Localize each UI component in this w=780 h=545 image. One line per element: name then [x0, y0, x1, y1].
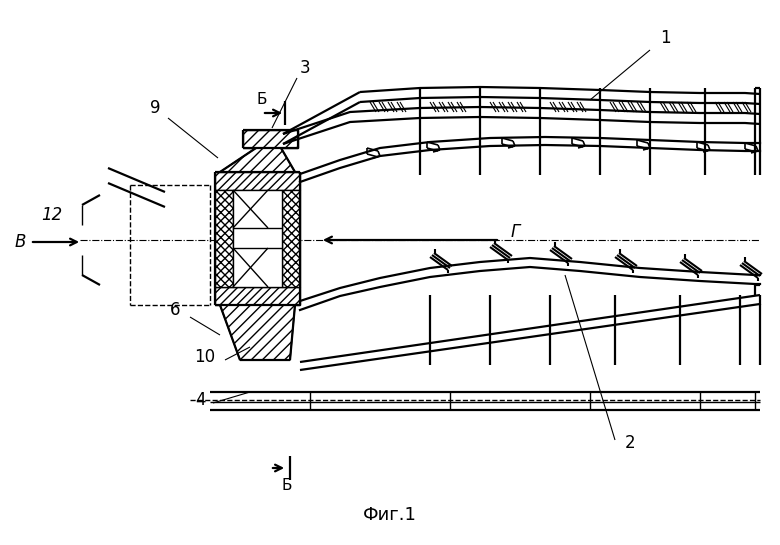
- Text: 12: 12: [41, 206, 62, 224]
- Text: 1: 1: [660, 29, 670, 47]
- Polygon shape: [215, 287, 300, 305]
- Polygon shape: [282, 190, 300, 287]
- Text: 9: 9: [150, 99, 160, 117]
- Text: 10: 10: [194, 348, 215, 366]
- Text: 2: 2: [625, 434, 636, 452]
- Polygon shape: [215, 172, 300, 190]
- Polygon shape: [215, 190, 233, 287]
- Text: Фиг.1: Фиг.1: [363, 506, 417, 524]
- Text: 4: 4: [195, 391, 205, 409]
- Text: В: В: [14, 233, 26, 251]
- Polygon shape: [220, 148, 295, 172]
- Text: 3: 3: [300, 59, 310, 77]
- Text: 6: 6: [170, 301, 180, 319]
- Polygon shape: [243, 130, 298, 148]
- Polygon shape: [233, 190, 282, 287]
- Text: Б: Б: [282, 479, 292, 494]
- Polygon shape: [220, 305, 295, 360]
- Text: Б: Б: [257, 92, 268, 106]
- Text: Г: Г: [510, 223, 519, 241]
